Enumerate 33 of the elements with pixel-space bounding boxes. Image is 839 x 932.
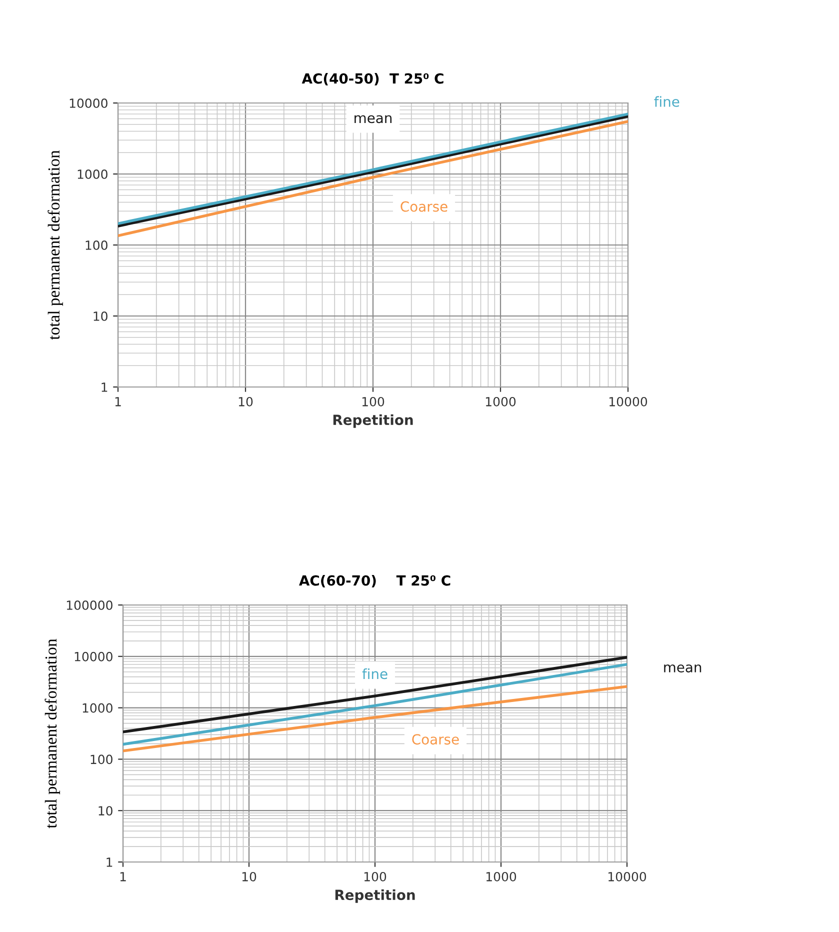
chart-title: AC(40-50) T 25⁰ C (302, 73, 444, 86)
text: mean (664, 664, 702, 672)
text: Coarse (400, 201, 448, 212)
y-tick-label: 10000 (74, 652, 112, 662)
x-tick-label: 100 (364, 872, 386, 882)
y-tick-label: 10000 (70, 98, 108, 108)
y-tick-label: 100000 (66, 600, 112, 610)
chart-title: AC(60-70) T 25⁰ C (298, 575, 450, 588)
y-tick-label: 1 (102, 382, 108, 392)
x-tick-label: 100 (362, 396, 384, 406)
x-tick-label: 10000 (609, 396, 648, 406)
y-tick-label: 1000 (82, 703, 112, 713)
series-label: fine (654, 96, 680, 107)
y-axis-title: total permanent deformation (44, 638, 60, 828)
y-tick-label: 1000 (78, 169, 108, 179)
series-label: fine (362, 668, 388, 680)
x-tick-label: 1000 (486, 872, 516, 882)
x-axis-title: Repetition (333, 414, 413, 428)
x-tick-label: 1000 (486, 396, 516, 406)
text: mean (354, 115, 392, 124)
y-tick-label: 1 (106, 858, 112, 867)
series-label: Coarse (412, 734, 459, 745)
y-tick-label: 100 (90, 754, 112, 764)
x-tick-label: 10000 (608, 872, 646, 882)
x-tick-label: 1 (120, 872, 126, 882)
x-tick-label: 1 (115, 397, 121, 406)
x-tick-label: 10 (242, 872, 256, 882)
y-axis-title: total permanent deformation (48, 150, 63, 340)
y-tick-label: 10 (98, 806, 112, 816)
x-tick-label: 10 (238, 396, 253, 406)
y-tick-label: 100 (86, 240, 108, 250)
y-tick-label: 10 (94, 311, 108, 321)
x-axis-title: Repetition (335, 889, 415, 903)
